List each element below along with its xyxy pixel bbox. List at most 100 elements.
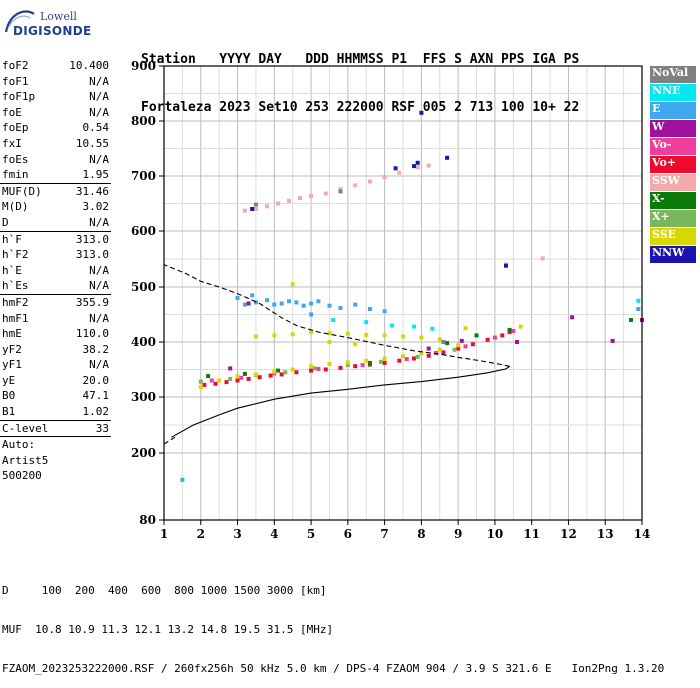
param-name: foF1p [2, 90, 36, 104]
param-name: hmE [2, 327, 22, 341]
param-row: M(D) 3.02 [2, 199, 109, 215]
param-separator [0, 230, 111, 232]
y-tick-label: 400 [131, 335, 156, 349]
data-point [279, 301, 284, 306]
data-point [253, 334, 258, 339]
param-name: D [2, 215, 9, 229]
param-row: h`E N/A [2, 263, 109, 279]
data-point [309, 368, 314, 373]
param-name: foEp [2, 121, 29, 135]
data-point [504, 263, 508, 268]
data-point [393, 166, 398, 171]
data-point [518, 324, 523, 329]
param-row: h`F 313.0 [2, 232, 109, 248]
data-point [180, 477, 185, 482]
param-name: foF1 [2, 74, 29, 88]
data-point [235, 374, 240, 379]
param-value: 33 [95, 421, 109, 435]
data-point [397, 170, 402, 175]
series-vo- [202, 330, 512, 387]
param-name: MUF(D) [2, 184, 42, 198]
data-point [401, 334, 405, 339]
data-point [415, 165, 420, 170]
data-point [213, 381, 218, 386]
data-point [430, 326, 435, 331]
data-point [570, 315, 575, 320]
data-point [390, 323, 394, 328]
param-row: C-level 33 [2, 421, 109, 437]
data-point [419, 351, 424, 356]
y-tick-label: 200 [131, 446, 156, 460]
param-value: 38.2 [82, 342, 110, 356]
data-point [629, 318, 633, 322]
data-point [327, 331, 332, 336]
param-value: N/A [89, 152, 109, 166]
header-values: Fortaleza 2023 Set10 253 222000 RSF 005 … [141, 100, 580, 115]
data-point [235, 296, 240, 300]
param-name: C-level [2, 421, 49, 435]
data-point [382, 175, 387, 180]
data-point [511, 329, 516, 333]
data-point [426, 163, 431, 168]
data-point [268, 373, 273, 378]
data-point [382, 360, 387, 365]
data-point [412, 324, 416, 329]
y-tick-label: 80 [139, 513, 156, 527]
param-row: yF2 38.2 [2, 342, 109, 358]
data-point [419, 335, 424, 340]
data-point [309, 364, 314, 369]
param-row: h`Es N/A [2, 278, 109, 294]
x-tick-label: 10 [487, 527, 504, 541]
data-point [459, 338, 464, 343]
data-point [198, 379, 203, 384]
data-point [515, 340, 519, 344]
data-point [309, 193, 314, 198]
data-point [202, 382, 207, 387]
data-point [294, 370, 299, 375]
data-point [224, 380, 229, 385]
param-row: B1 1.02 [2, 404, 109, 420]
legend-item-noval: NoVal [650, 66, 696, 83]
x-tick-label: 8 [417, 527, 425, 541]
data-point [279, 372, 284, 377]
footer-file-info: FZAOM_2023253222000.RSF / 260fx256h 50 k… [2, 662, 665, 675]
data-point [316, 366, 321, 371]
series-ssw [242, 163, 545, 267]
data-point [250, 207, 255, 211]
data-point [265, 204, 269, 209]
legend-item-x-: X+ [650, 209, 696, 227]
data-point [294, 300, 299, 305]
data-point [463, 326, 468, 331]
param-row: MUF(D) 31.46 [2, 184, 109, 200]
data-point [474, 333, 479, 338]
data-point [312, 366, 317, 371]
param-value: N/A [89, 105, 109, 119]
param-text: Artist5 [2, 453, 49, 467]
x-tick-label: 3 [233, 527, 241, 541]
series-noval [253, 189, 446, 344]
series-nnw [250, 110, 508, 268]
param-row: D N/A [2, 215, 109, 231]
param-value: 31.46 [75, 184, 109, 198]
param-name: B0 [2, 389, 16, 403]
param-value: 3.02 [82, 200, 110, 214]
data-point [367, 360, 372, 365]
param-separator [0, 436, 111, 438]
data-point [331, 318, 336, 322]
param-value: N/A [89, 263, 109, 277]
param-value: 110.0 [75, 327, 109, 341]
chart-axes: 1 2 3 4 5 6 7 8 9 10 11 12 13 14802003004005006007008… [131, 59, 650, 541]
data-point [382, 309, 387, 314]
data-point [272, 369, 277, 374]
x-tick-label: 2 [197, 527, 205, 541]
data-point [206, 374, 211, 379]
param-name: hmF2 [2, 295, 29, 309]
data-point [540, 256, 545, 261]
data-point [364, 332, 369, 337]
param-row: hmE 110.0 [2, 326, 109, 342]
data-point [437, 347, 442, 352]
header-labels: Station YYYY DAY DDD HHMMSS P1 FFS S AXN… [141, 52, 580, 67]
profile-extrapolation-lower [163, 436, 176, 445]
legend-item-sse: SSE [650, 227, 696, 245]
param-separator [0, 182, 111, 184]
